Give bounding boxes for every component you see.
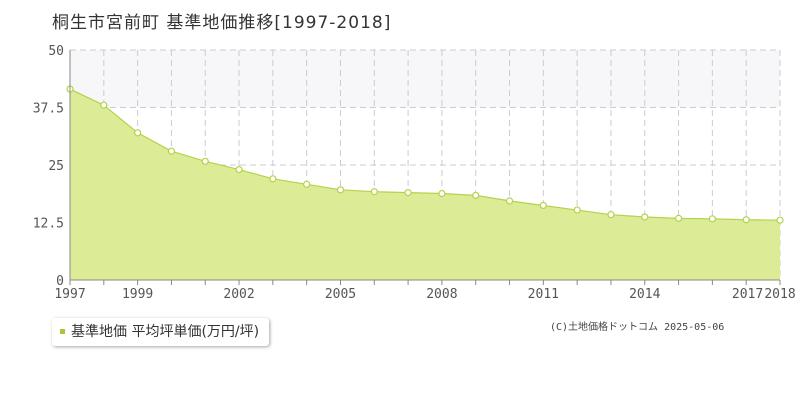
data-point <box>134 129 142 137</box>
data-point <box>100 101 108 109</box>
data-point <box>269 175 277 183</box>
y-tick-label: 25 <box>48 159 64 174</box>
y-tick-label: 0 <box>56 274 64 289</box>
x-tick-label: 2005 <box>325 287 356 302</box>
data-point <box>641 213 649 221</box>
x-tick-label: 2008 <box>426 287 457 302</box>
x-tick-label: 2011 <box>528 287 559 302</box>
data-point <box>742 216 750 224</box>
data-point <box>708 215 716 223</box>
x-tick-label: 1997 <box>54 287 85 302</box>
data-point <box>370 188 378 196</box>
x-tick-label: 2014 <box>629 287 660 302</box>
data-point <box>539 201 547 210</box>
data-point <box>303 180 311 188</box>
y-tick-label: 37.5 <box>33 102 64 117</box>
y-tick-label: 12.5 <box>33 217 64 232</box>
data-point <box>607 211 615 219</box>
legend: 基準地価 平均坪単価(万円/坪) <box>52 318 270 346</box>
legend-label: 基準地価 平均坪単価(万円/坪) <box>71 324 260 340</box>
x-tick-label: 1999 <box>122 287 153 302</box>
data-point <box>776 216 784 224</box>
data-point <box>404 189 412 197</box>
data-point <box>472 191 480 199</box>
data-point <box>674 214 683 222</box>
plot-band <box>70 50 780 108</box>
chart-title: 桐生市宮前町 基準地価推移[1997-2018] <box>52 13 392 33</box>
legend-swatch <box>60 328 65 334</box>
data-point <box>167 147 176 155</box>
data-point <box>336 186 345 194</box>
y-tick-label: 50 <box>48 44 64 59</box>
x-tick-label: 2017 <box>732 287 763 302</box>
credit-text: (C)土地価格ドットコム 2025-05-06 <box>550 322 725 333</box>
series-line <box>69 88 781 221</box>
data-point <box>235 166 243 174</box>
series-area <box>70 89 780 280</box>
data-point <box>201 157 209 165</box>
data-point <box>438 189 446 198</box>
data-point <box>505 197 514 205</box>
data-point <box>573 206 581 214</box>
x-tick-label: 2002 <box>223 287 254 302</box>
x-tick-label: 2018 <box>764 287 795 302</box>
